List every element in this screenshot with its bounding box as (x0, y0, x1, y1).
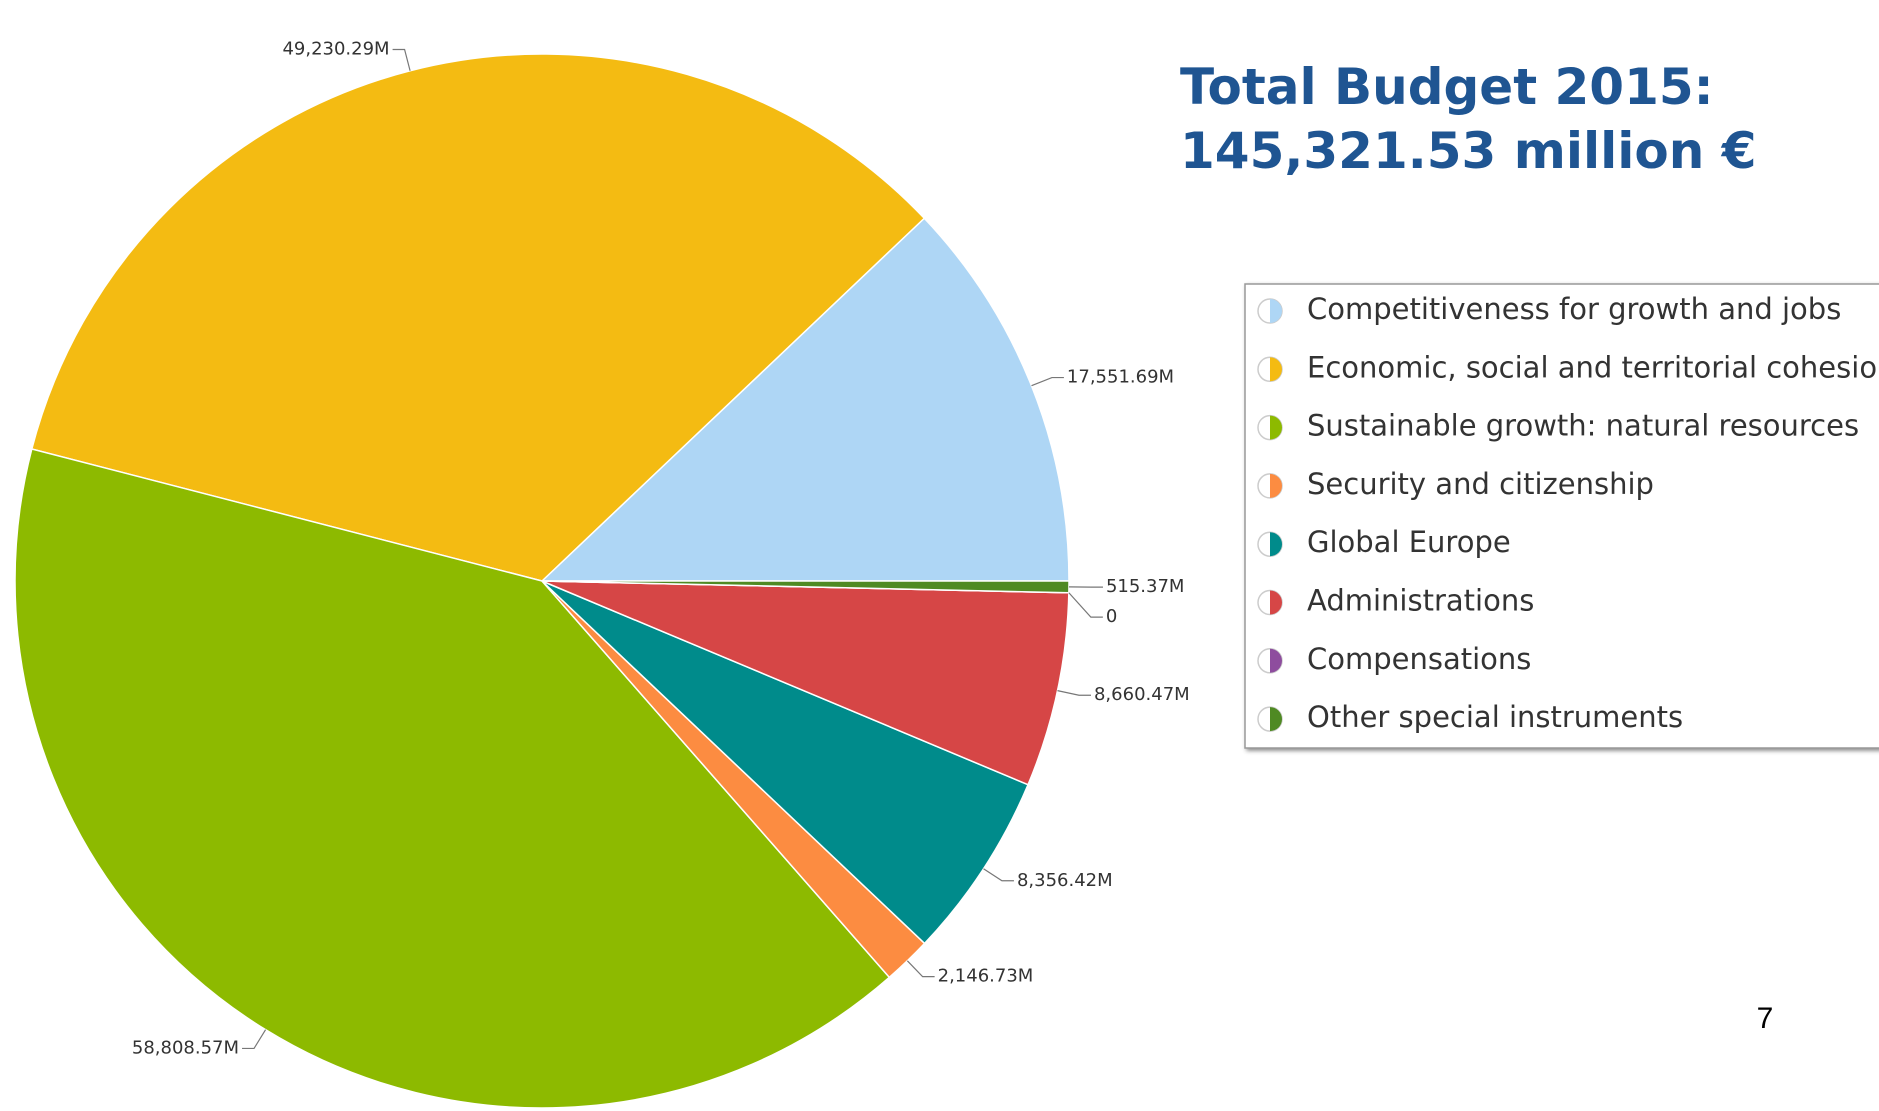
data-label: 8,356.42M (1017, 870, 1113, 891)
legend-label: Compensations (1307, 642, 1531, 676)
legend-icon-slice (1270, 357, 1282, 382)
chart-subtitle: 145,321.53 million € (1180, 122, 1757, 180)
legend-label: Administrations (1307, 584, 1534, 618)
legend-label: Competitiveness for growth and jobs (1307, 292, 1841, 326)
pie-slice (30, 53, 926, 582)
pie-slice (14, 448, 891, 1109)
legend-label: Sustainable growth: natural resources (1307, 409, 1859, 443)
legend-label: Other special instruments (1307, 700, 1683, 734)
legend-icon-slice (1270, 590, 1282, 615)
legend-label: Economic, social and territorial cohesio… (1307, 350, 1879, 384)
label-connector (906, 960, 935, 978)
legend-box (1244, 283, 1879, 749)
legend-label: Global Europe (1307, 525, 1511, 559)
data-label: 0 (1106, 606, 1117, 627)
label-connector (392, 48, 411, 71)
label-connector (1068, 592, 1103, 618)
pie-slice (541, 580, 1070, 786)
legend-icon-slice (1270, 415, 1282, 440)
legend-icon-slice (1270, 299, 1282, 323)
label-connector (1031, 376, 1064, 387)
legend-label: Security and citizenship (1307, 467, 1654, 501)
label-connector (242, 1029, 267, 1050)
data-label: 515.37M (1106, 576, 1185, 597)
label-connector (983, 868, 1014, 882)
label-connector (1057, 690, 1091, 696)
chart-title: Total Budget 2015: (1180, 58, 1714, 116)
data-label: 49,230.29M (282, 38, 389, 59)
legend-icon-slice (1270, 648, 1282, 673)
data-label: 58,808.57M (132, 1037, 239, 1058)
data-label: 17,551.69M (1067, 367, 1174, 388)
pie-slice (540, 217, 1070, 582)
legend-icon-slice (1270, 707, 1282, 732)
data-label: 8,660.47M (1094, 684, 1190, 705)
legend-icon-slice (1270, 473, 1282, 498)
data-label: 2,146.73M (938, 966, 1034, 987)
page-number: 7 (1757, 1002, 1774, 1035)
legend-icon-slice (1270, 532, 1282, 557)
